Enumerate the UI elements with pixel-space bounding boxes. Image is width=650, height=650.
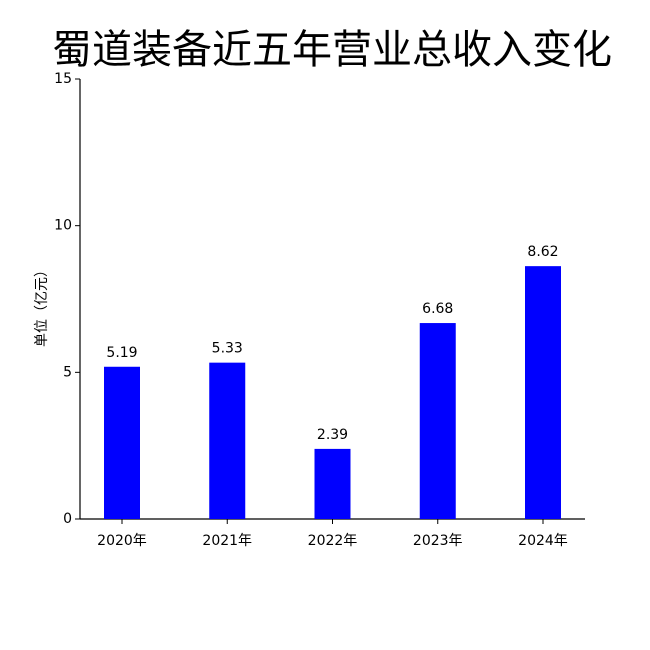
x-tick-label: 2020年 [97, 533, 147, 549]
y-tick-label: 0 [63, 511, 72, 527]
data-label: 5.19 [106, 345, 137, 361]
bar [209, 362, 246, 519]
x-tick-label: 2023年 [413, 533, 463, 549]
y-tick-label: 10 [54, 218, 72, 234]
data-label: 6.68 [422, 301, 453, 317]
y-tick-label: 15 [54, 71, 72, 87]
x-tick-label: 2021年 [202, 533, 252, 549]
bar [419, 323, 456, 519]
data-label: 2.39 [317, 427, 348, 443]
y-axis-label: 单位（亿元） [34, 263, 50, 347]
bar [104, 366, 140, 519]
chart-title: 蜀道装备近五年营业总收入变化 [52, 27, 612, 73]
y-tick-label: 5 [63, 364, 72, 380]
data-label: 8.62 [527, 244, 558, 260]
data-label: 5.33 [212, 341, 243, 357]
x-tick-label: 2024年 [518, 533, 568, 549]
x-tick-label: 2022年 [308, 533, 358, 549]
bar [525, 266, 561, 519]
bar [314, 448, 351, 519]
